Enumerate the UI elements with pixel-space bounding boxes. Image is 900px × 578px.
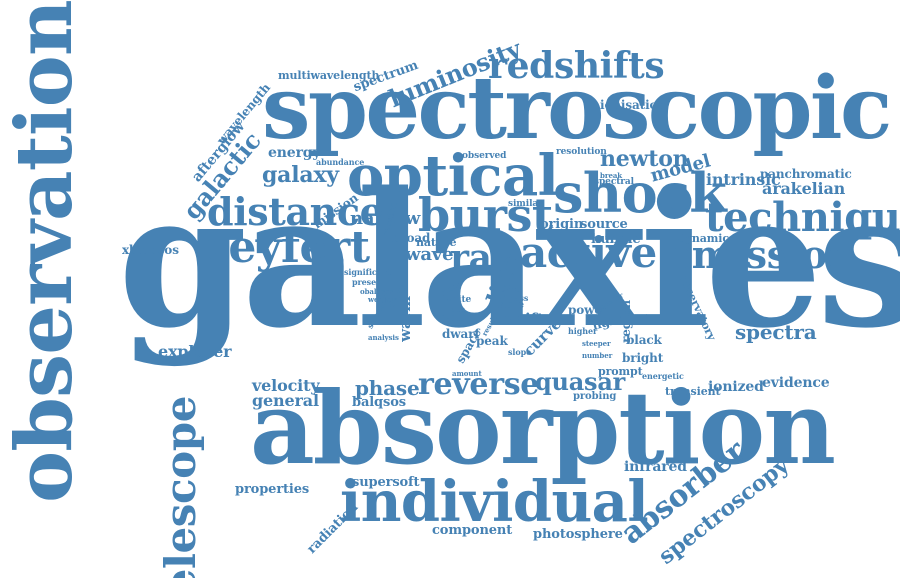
- word-swift: swift: [504, 310, 544, 328]
- word-properties: properties: [235, 482, 310, 497]
- word-origin: origin: [540, 217, 584, 232]
- word-evidence: evidence: [762, 375, 830, 391]
- word-newton: newton: [600, 146, 689, 172]
- word-ray: ray: [450, 237, 513, 279]
- word-explorer: explorer: [158, 342, 232, 361]
- word-intrinsic: intrinsic: [706, 170, 781, 189]
- word-significant: significant: [344, 267, 392, 277]
- word-technique: technique: [705, 194, 900, 241]
- word-prompt: prompt: [598, 365, 643, 378]
- word-slope: slope: [508, 347, 532, 357]
- word-general: general: [252, 391, 319, 410]
- word-dwarf: dwarf: [442, 327, 480, 341]
- word-region: region: [619, 300, 633, 343]
- word-balqsos: balqsos: [352, 395, 406, 410]
- word-flatter: flatter: [440, 313, 468, 323]
- word-power: power: [568, 303, 609, 317]
- word-multiwavelength: multiwavelength: [278, 69, 380, 82]
- word-steeper: steeper: [582, 339, 611, 348]
- word-phase: phase: [355, 376, 420, 400]
- word-ionisation: ionisation: [600, 98, 667, 112]
- word-panchromatic: panchromatic: [760, 167, 852, 181]
- word-component: component: [432, 523, 513, 538]
- word-observed: observed: [462, 151, 507, 161]
- word-spectral: spectral: [594, 177, 634, 187]
- word-photosphere: photosphere: [533, 527, 623, 542]
- word-hole: hole: [498, 298, 525, 311]
- word-probing: probing: [573, 391, 617, 402]
- word-transient: transient: [665, 385, 721, 398]
- word-supersoft: supersoft: [352, 475, 420, 490]
- word-reverse: reverse: [418, 367, 540, 402]
- word-higher: higher: [568, 326, 598, 336]
- word-spectra: spectra: [735, 320, 817, 344]
- word-data: data: [446, 304, 466, 314]
- word-individual: individual: [340, 469, 649, 535]
- word-optical: optical: [347, 143, 559, 209]
- word-galaxies: galaxies: [118, 151, 900, 369]
- word-burst: burst: [418, 188, 553, 242]
- word-analysis: analysis: [368, 333, 399, 342]
- word-white: white: [444, 295, 472, 305]
- word-spectroscopic: spectroscopic: [262, 58, 892, 159]
- word-dynamic: dynamic: [678, 232, 729, 245]
- word-energy: energy: [268, 145, 321, 161]
- word-bright: bright: [622, 351, 664, 365]
- word-obalqsos: obalqsos: [360, 287, 394, 296]
- word-active: active: [520, 228, 657, 277]
- word-weaker: weaker: [368, 295, 396, 304]
- word-broad: broad: [392, 231, 431, 245]
- word-amount: amount: [452, 369, 482, 378]
- word-hubble: hubble: [591, 232, 641, 247]
- word-absorption: absorption: [250, 369, 836, 487]
- word-abundance: abundance: [316, 157, 365, 167]
- word-warm: warm: [396, 296, 414, 342]
- word-telescope: telescope: [156, 396, 205, 578]
- word-peak: peak: [476, 334, 508, 348]
- word-energetic: energetic: [642, 371, 684, 381]
- word-quasar: quasar: [535, 367, 626, 396]
- word-source: source: [580, 217, 628, 232]
- word-xbalqsos: xbalqsos: [122, 243, 179, 257]
- word-galaxy: galaxy: [262, 162, 339, 188]
- word-wave: wave: [405, 244, 454, 265]
- word-distance: distance: [207, 189, 384, 234]
- word-ionized: ionized: [708, 379, 764, 395]
- word-nature: nature: [416, 236, 457, 249]
- word-present: present: [352, 277, 386, 287]
- word-redshifts: redshifts: [488, 45, 665, 87]
- word-resolution: resolution: [556, 147, 607, 157]
- word-mass: mass: [506, 293, 529, 303]
- word-infrared: infrared: [624, 459, 687, 475]
- word-arakelian: arakelian: [762, 179, 846, 198]
- word-narrow: narrow: [350, 208, 421, 229]
- word-velocity: velocity: [252, 376, 320, 395]
- word-seyfert: seyfert: [204, 222, 370, 273]
- word-shock: shock: [553, 161, 727, 225]
- word-similar: similar: [508, 199, 543, 209]
- word-number: number: [582, 351, 613, 360]
- word-black: black: [626, 333, 662, 347]
- word-observation: observation: [0, 0, 90, 503]
- word-time: time: [500, 284, 520, 294]
- word-emission: emission: [668, 232, 854, 277]
- word-break: break: [600, 171, 623, 180]
